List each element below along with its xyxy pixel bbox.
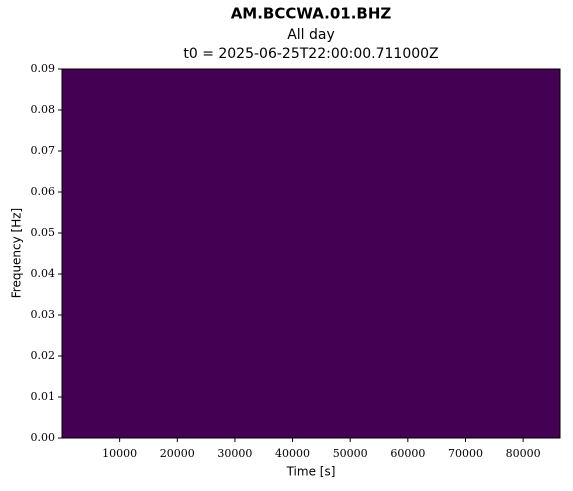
y-tick-label: 0.09	[31, 62, 56, 75]
x-tick-label: 80000	[506, 447, 541, 460]
chart-subtitle: All day	[287, 27, 335, 43]
x-tick-label: 40000	[275, 447, 310, 460]
x-tick-label: 70000	[448, 447, 483, 460]
plot-frame	[61, 68, 561, 439]
y-tick-label: 0.04	[31, 267, 56, 280]
x-tick-label: 50000	[333, 447, 368, 460]
spectrogram-image	[62, 69, 560, 438]
y-tick-label: 0.01	[31, 390, 56, 403]
x-tick-label: 30000	[217, 447, 252, 460]
x-tick-label: 60000	[390, 447, 425, 460]
y-tick-label: 0.06	[31, 185, 56, 198]
x-axis-label: Time [s]	[286, 465, 336, 479]
y-axis-label: Frequency [Hz]	[10, 208, 24, 299]
y-tick-label: 0.02	[31, 349, 56, 362]
y-tick-label: 0.05	[31, 226, 56, 239]
x-tick-label: 20000	[160, 447, 195, 460]
y-tick-label: 0.08	[31, 103, 56, 116]
y-tick-label: 0.03	[31, 308, 56, 321]
chart-title: AM.BCCWA.01.BHZ	[231, 5, 392, 23]
y-tick-label: 0.00	[31, 431, 56, 444]
x-tick-label: 10000	[102, 447, 137, 460]
chart-subtitle: t0 = 2025-06-25T22:00:00.711000Z	[183, 46, 438, 62]
y-tick-label: 0.07	[31, 144, 56, 157]
